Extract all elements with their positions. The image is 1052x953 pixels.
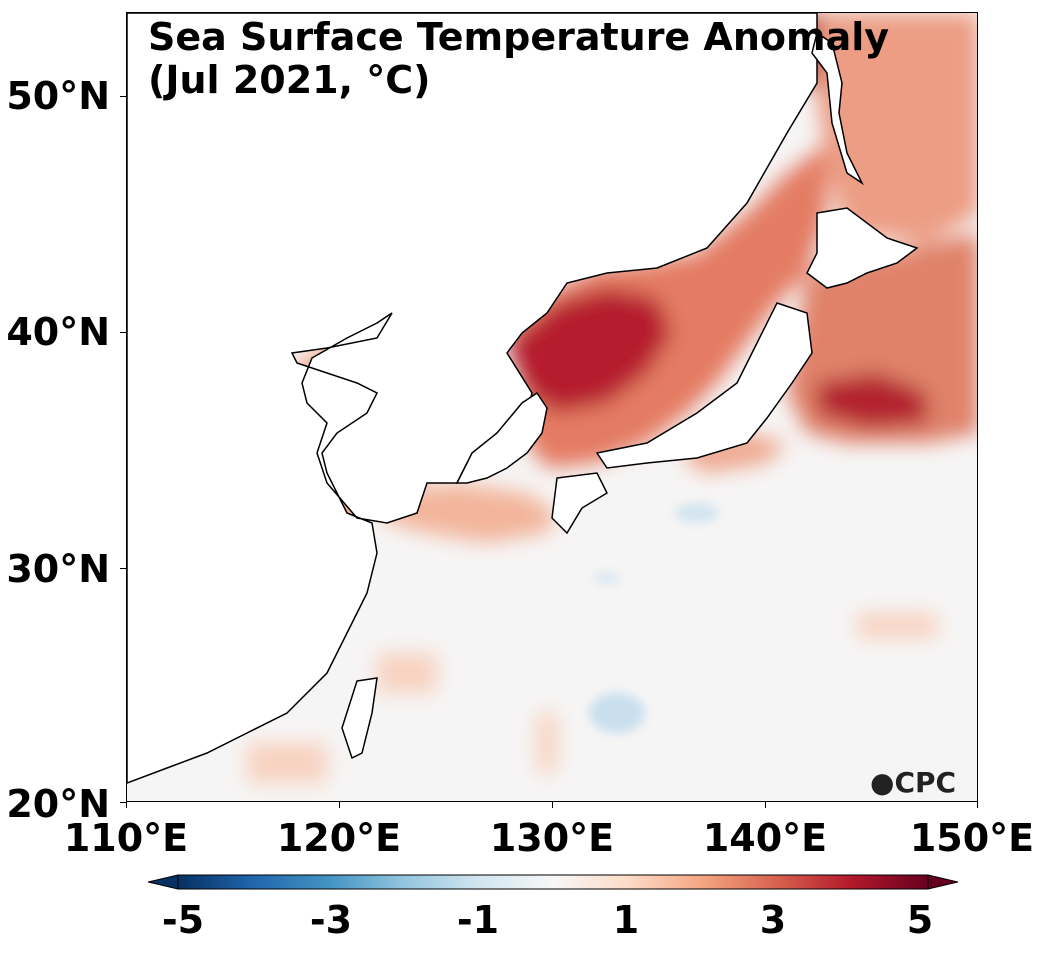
colorbar-tick-3: 3 bbox=[759, 898, 787, 942]
lon-tick-mark-140 bbox=[765, 802, 766, 808]
lon-tick-mark-130 bbox=[552, 802, 553, 808]
lon-tick-130: 130°E bbox=[489, 816, 615, 860]
lat-tick-mark-20 bbox=[120, 802, 126, 803]
colorbar-gradient bbox=[177, 874, 929, 890]
title-line-1: Sea Surface Temperature Anomaly bbox=[148, 15, 890, 59]
colorbar-tick-neg1: -1 bbox=[456, 898, 500, 942]
colorbar-min-extend bbox=[148, 874, 179, 890]
colorbar-tick-neg3: -3 bbox=[309, 898, 353, 942]
cool-anomaly-field bbox=[589, 503, 719, 733]
lat-tick-mark-40 bbox=[120, 332, 126, 333]
lat-tick-20: 20°N bbox=[6, 782, 110, 826]
map-panel bbox=[126, 12, 978, 802]
lon-tick-110: 110°E bbox=[63, 816, 189, 860]
cpc-logo: ●CPC bbox=[870, 766, 957, 799]
lon-tick-mark-150 bbox=[977, 802, 978, 808]
lat-tick-mark-50 bbox=[120, 96, 126, 97]
lon-tick-120: 120°E bbox=[276, 816, 402, 860]
map-title: Sea Surface Temperature Anomaly (Jul 202… bbox=[148, 16, 889, 102]
lat-tick-50: 50°N bbox=[6, 74, 110, 118]
colorbar-tick-1: 1 bbox=[612, 898, 640, 942]
colorbar-tick-5: 5 bbox=[906, 898, 934, 942]
colorbar-max-extend bbox=[927, 874, 958, 890]
lon-tick-mark-120 bbox=[339, 802, 340, 808]
lon-tick-150: 150°E bbox=[909, 816, 1035, 860]
title-line-2: (Jul 2021, °C) bbox=[148, 58, 431, 102]
land-masses bbox=[127, 13, 919, 784]
lat-tick-30: 30°N bbox=[6, 547, 110, 591]
lat-tick-40: 40°N bbox=[6, 310, 110, 354]
colorbar bbox=[148, 874, 958, 890]
logo-text: CPC bbox=[894, 766, 957, 799]
lat-tick-mark-30 bbox=[120, 568, 126, 569]
sst-anomaly-map bbox=[127, 13, 977, 801]
colorbar-tick-neg5: -5 bbox=[161, 898, 205, 942]
lon-tick-140: 140°E bbox=[702, 816, 828, 860]
lon-tick-mark-110 bbox=[126, 802, 127, 808]
